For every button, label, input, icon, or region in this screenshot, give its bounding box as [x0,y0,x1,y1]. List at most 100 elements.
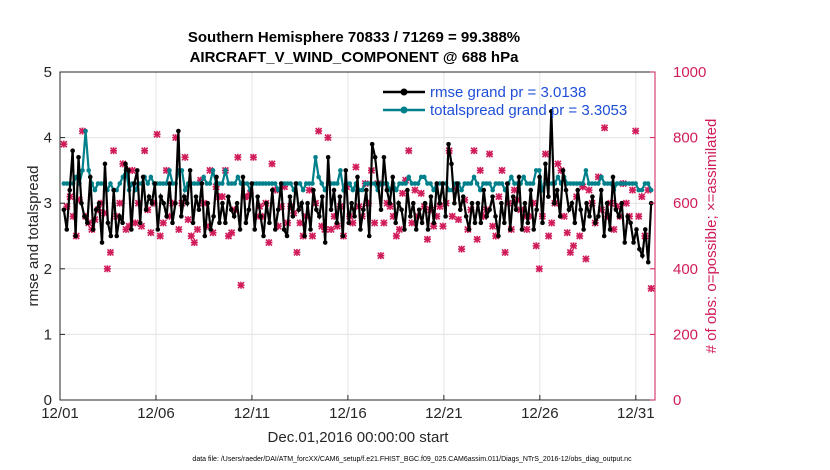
rmse-point [557,214,563,219]
x-tick-label: 12/01 [41,405,79,422]
rmse-point [249,181,255,186]
rmse-point [522,200,528,206]
x-axis-label: Dec.01,2016 00:00:00 start [268,429,450,446]
rmse-point [146,194,152,199]
totalspread-point [86,168,91,173]
totalspread-point [487,181,492,186]
rmse-point [375,181,381,186]
totalspread-point [92,187,98,193]
rmse-point [114,233,119,239]
rmse-point [317,214,322,219]
rmse-point [593,220,598,226]
rmse-point [281,227,287,232]
rmse-point [598,187,604,193]
rmse-point [484,214,490,219]
rmse-point [446,141,451,147]
totalspread-point [347,181,353,186]
rmse-point [99,240,105,245]
rmse-point [566,207,572,213]
rmse-point [628,220,633,226]
rmse-point [616,214,622,219]
y-left-tick-label: 0 [44,392,52,409]
totalspread-point [477,187,483,193]
rmse-point [384,187,390,193]
rmse-point [225,194,231,199]
rmse-point [134,168,140,173]
rmse-point [290,214,296,219]
rmse-point [537,174,542,180]
totalspread-point [468,181,474,186]
rmse-point [217,220,222,226]
rmse-point [193,194,199,199]
rmse-point [543,161,548,167]
totalspread-point [117,181,123,186]
rmse-point [90,227,96,232]
x-tick-label: 12/16 [329,405,367,422]
y-axis-right: 0 200 400 600 800 1000 [650,64,706,409]
totalspread-point [406,174,412,180]
rmse-point [440,181,445,186]
rmse-point [358,227,363,232]
rmse-point [410,200,416,206]
rmse-point [352,214,357,219]
rmse-point [158,194,164,199]
rmse-point [102,161,108,167]
x-tick-label: 12/11 [234,405,270,422]
totalspread-point [372,181,377,186]
rmse-point [184,200,190,206]
rmse-point [364,187,369,193]
rmse-point [287,194,293,199]
legend-spread-marker [400,106,408,114]
rmse-point [149,200,155,206]
rmse-point [637,246,642,252]
rmse-point [211,214,216,219]
rmse-point [181,194,187,199]
rmse-point [516,174,522,180]
rmse-point [493,214,498,219]
rmse-point [546,194,551,199]
rmse-point [369,141,375,147]
rmse-point [634,227,639,232]
y-right-tick-label: 1000 [673,64,706,81]
rmse-point [610,174,616,180]
rmse-point [140,174,146,180]
rmse-point [267,220,272,226]
footnote: data file: /Users/raeder/DAI/ATM_forcXX/… [192,456,632,463]
rmse-point [487,207,492,213]
rmse-point [258,214,263,219]
totalspread-point [310,181,315,186]
rmse-point [584,200,589,206]
rmse-point [460,194,466,199]
y-left-tick-label: 4 [44,130,52,147]
rmse-point [214,174,219,180]
rmse-point [622,240,628,245]
rmse-point [76,154,81,160]
totalspread-point [415,181,421,186]
rmse-point [343,168,349,173]
rmse-point [93,207,99,213]
rmse-point [111,187,117,193]
rmse-point [152,181,158,186]
totalspread-point [422,174,427,180]
rmse-point [366,233,372,239]
rmse-point [237,227,243,232]
rmse-point [322,240,328,245]
y-right-tick-label: 0 [673,392,681,409]
totalspread-point [536,168,542,173]
rmse-point [510,194,516,199]
y-left-tick-label: 5 [44,64,52,81]
rmse-point [137,220,143,226]
rmse-point [551,200,557,206]
rmse-point [132,181,137,186]
rmse-point [528,187,534,193]
rmse-point [642,227,648,232]
totalspread-point [272,181,278,186]
rmse-point [108,233,114,239]
x-tick-label: 12/21 [425,405,463,422]
totalspread-point [490,187,495,193]
rmse-point [560,168,566,173]
y-left-tick-label: 1 [44,326,52,343]
rmse-point [502,220,507,226]
rmse-point [408,214,413,219]
rmse-point [64,227,70,232]
